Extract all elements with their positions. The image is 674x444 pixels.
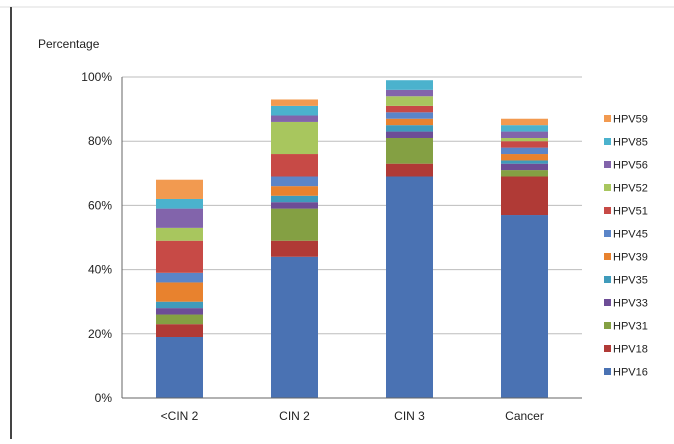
bar-segment-hpv52 xyxy=(271,121,318,155)
y-tick-label: 0% xyxy=(95,391,113,405)
bar-segment-hpv85 xyxy=(386,80,433,90)
bars xyxy=(156,80,548,398)
bar-segment-hpv31 xyxy=(271,208,318,241)
bar-segment-hpv18 xyxy=(156,324,203,338)
legend-label: HPV39 xyxy=(613,252,648,264)
bar-segment-hpv52 xyxy=(156,227,203,241)
bar-segment-hpv16 xyxy=(386,176,433,398)
legend-swatch xyxy=(604,299,611,306)
x-tick-labels: <CIN 2 CIN 2 CIN 3 Cancer xyxy=(161,409,544,423)
y-tick-label: 80% xyxy=(88,134,112,148)
legend-swatch xyxy=(604,368,611,375)
bar-segment-hpv45 xyxy=(386,112,433,119)
legend: HPV59 HPV85 HPV56 HPV52 HPV51 HPV45 HPV39 HPV35… xyxy=(604,114,648,379)
bar-segment-hpv39 xyxy=(501,154,548,161)
legend-swatch xyxy=(604,184,611,191)
bar-segment-hpv35 xyxy=(156,301,203,309)
bar-segment-hpv85 xyxy=(271,105,318,116)
legend-label: HPV31 xyxy=(613,321,648,333)
bar-segment-hpv85 xyxy=(156,198,203,209)
bar-segment-hpv18 xyxy=(501,176,548,216)
legend-swatch xyxy=(604,345,611,352)
bar-segment-hpv59 xyxy=(501,118,548,126)
bar-segment-hpv56 xyxy=(386,89,433,97)
bar-segment-hpv51 xyxy=(271,154,318,177)
legend-swatch xyxy=(604,322,611,329)
legend-swatch xyxy=(604,276,611,283)
x-tick-label: <CIN 2 xyxy=(161,409,199,423)
bar-segment-hpv39 xyxy=(156,282,203,302)
legend-swatch xyxy=(604,115,611,122)
bar-segment-hpv56 xyxy=(156,208,203,228)
bar-segment-hpv45 xyxy=(501,147,548,155)
bar-segment-hpv33 xyxy=(501,163,548,171)
legend-label: HPV18 xyxy=(613,344,648,356)
legend-swatch xyxy=(604,230,611,237)
y-tick-label: 60% xyxy=(88,198,112,212)
bar-segment-hpv18 xyxy=(386,163,433,177)
legend-label: HPV59 xyxy=(613,114,648,126)
bar-segment-hpv31 xyxy=(156,314,203,325)
bar-segment-hpv59 xyxy=(271,99,318,106)
x-tick-label: CIN 2 xyxy=(279,409,310,423)
bar-segment-hpv16 xyxy=(271,256,318,398)
bar-segment-hpv35 xyxy=(271,195,318,203)
bar-segment-hpv31 xyxy=(386,137,433,164)
bar-segment-hpv45 xyxy=(271,176,318,187)
bar-segment-hpv35 xyxy=(501,160,548,164)
legend-label: HPV16 xyxy=(613,367,648,379)
bar-segment-hpv18 xyxy=(271,240,318,257)
legend-label: HPV33 xyxy=(613,298,648,310)
bar-segment-hpv33 xyxy=(386,131,433,138)
y-tick-label: 20% xyxy=(88,327,112,341)
bar-segment-hpv51 xyxy=(156,240,203,273)
bar-segment-hpv16 xyxy=(156,337,203,398)
legend-label: HPV45 xyxy=(613,229,648,241)
y-tick-label: 40% xyxy=(88,263,112,277)
bar-segment-hpv56 xyxy=(501,131,548,138)
bar-segment-hpv52 xyxy=(386,96,433,106)
bar-segment-hpv39 xyxy=(271,186,318,196)
legend-swatch xyxy=(604,161,611,168)
bar-segment-hpv85 xyxy=(501,125,548,132)
bar-segment-hpv51 xyxy=(501,141,548,148)
legend-label: HPV85 xyxy=(613,137,648,149)
legend-swatch xyxy=(604,138,611,145)
y-tick-label: 100% xyxy=(81,70,112,84)
bar-segment-hpv56 xyxy=(271,115,318,122)
x-tick-label: Cancer xyxy=(505,409,544,423)
legend-label: HPV52 xyxy=(613,183,648,195)
bar-segment-hpv45 xyxy=(156,272,203,283)
legend-swatch xyxy=(604,207,611,214)
bar-segment-hpv31 xyxy=(501,170,548,177)
legend-label: HPV51 xyxy=(613,206,648,218)
bar-segment-hpv51 xyxy=(386,105,433,113)
bar-segment-hpv16 xyxy=(501,215,548,398)
y-tick-labels: 0% 20% 40% 60% 80% 100% xyxy=(81,70,112,405)
legend-label: HPV56 xyxy=(613,160,648,172)
y-axis-title: Percentage xyxy=(38,37,100,51)
bar-segment-hpv59 xyxy=(156,179,203,199)
bar-segment-hpv33 xyxy=(156,308,203,315)
legend-swatch xyxy=(604,253,611,260)
bar-segment-hpv39 xyxy=(386,118,433,126)
bar-segment-hpv35 xyxy=(386,125,433,132)
bar-segment-hpv33 xyxy=(271,202,318,209)
legend-label: HPV35 xyxy=(613,275,648,287)
bar-segment-hpv52 xyxy=(501,137,548,142)
x-tick-label: CIN 3 xyxy=(394,409,425,423)
